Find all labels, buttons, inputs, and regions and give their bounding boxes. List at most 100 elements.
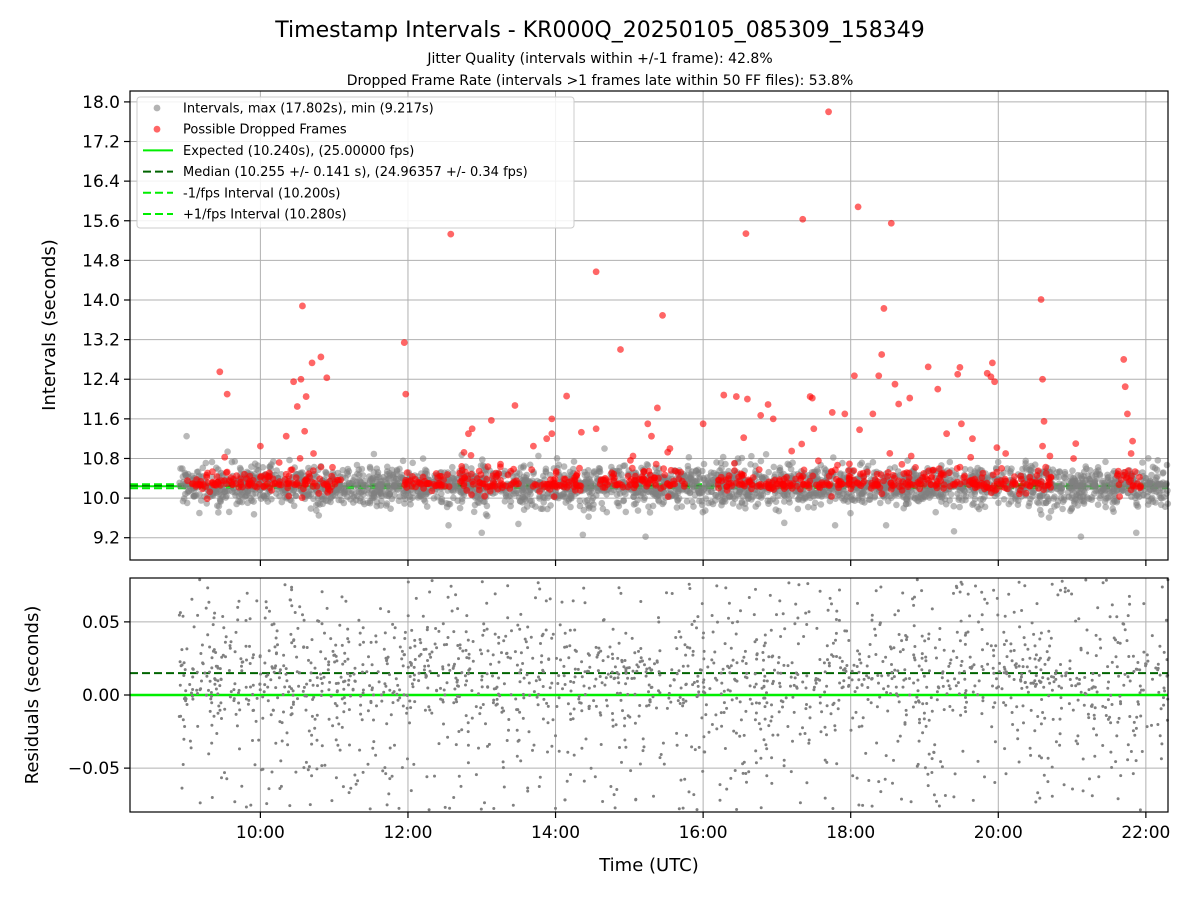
interval-point: [179, 497, 187, 505]
residual-point: [753, 685, 756, 689]
residual-point: [247, 698, 251, 702]
interval-point: [407, 501, 414, 508]
interval-point: [950, 527, 958, 535]
residual-point: [754, 682, 758, 686]
residual-point: [753, 718, 757, 722]
residual-point: [1070, 684, 1074, 688]
residual-point: [712, 661, 716, 665]
residual-point: [925, 685, 929, 689]
residual-point: [551, 632, 555, 636]
residual-point: [1038, 637, 1042, 641]
interval-point: [970, 500, 977, 507]
residual-point: [1095, 690, 1099, 694]
dropped-frame-point: [917, 480, 925, 488]
residual-point: [1110, 703, 1114, 706]
residual-point: [611, 724, 615, 728]
residual-point: [930, 771, 934, 774]
interval-point: [264, 498, 272, 505]
interval-point: [865, 496, 873, 503]
interval-point: [354, 486, 362, 493]
residual-point: [953, 772, 957, 776]
residual-point: [296, 697, 299, 701]
residual-point: [1020, 672, 1024, 676]
residual-point: [282, 653, 286, 657]
interval-point: [1092, 468, 1100, 476]
interval-point: [1104, 471, 1111, 479]
interval-point: [184, 470, 192, 478]
residual-point: [763, 705, 767, 709]
interval-point: [233, 500, 240, 508]
dropped-frame-point: [748, 485, 755, 493]
residual-point: [229, 690, 233, 694]
interval-point: [722, 460, 729, 468]
residual-point: [1084, 692, 1088, 696]
dropped-frame-point: [630, 484, 638, 492]
residual-point: [702, 631, 705, 635]
residual-point: [483, 801, 486, 805]
interval-point: [1094, 487, 1101, 494]
residual-point: [601, 800, 605, 803]
dropped-frame-point: [1046, 452, 1054, 460]
residual-point: [964, 631, 968, 635]
dropped-frame-point: [699, 420, 707, 428]
residual-point: [572, 680, 576, 684]
residual-point: [765, 691, 768, 695]
residual-point: [787, 581, 791, 585]
interval-point: [967, 466, 974, 474]
residual-point: [962, 669, 966, 673]
residual-point: [405, 711, 409, 715]
residual-point: [835, 609, 839, 613]
residual-point: [794, 671, 798, 675]
residual-point: [755, 653, 759, 657]
residual-point: [681, 704, 685, 708]
residual-point: [1074, 739, 1078, 743]
residual-point: [804, 707, 808, 711]
dropped-frame-point: [799, 215, 807, 223]
residual-point: [594, 677, 598, 681]
residual-point: [400, 649, 404, 653]
legend-label: Expected (10.240s), (25.00000 fps): [183, 144, 414, 159]
residual-point: [838, 656, 842, 660]
interval-point: [622, 508, 630, 516]
residual-point: [513, 650, 517, 654]
interval-point: [696, 490, 704, 497]
residual-point: [1104, 578, 1108, 582]
dropped-frame-point: [798, 440, 806, 448]
residual-point: [361, 691, 365, 695]
residual-point: [701, 680, 705, 684]
residual-point: [960, 659, 964, 663]
residual-point: [337, 722, 341, 726]
interval-point: [515, 489, 522, 497]
residual-point: [742, 655, 746, 659]
interval-point: [477, 462, 485, 469]
residual-point: [948, 687, 952, 691]
residual-point: [515, 728, 519, 732]
residual-point: [390, 774, 394, 778]
residual-point: [266, 685, 270, 689]
residual-point: [643, 663, 646, 667]
residual-point: [1009, 649, 1013, 653]
residual-point: [410, 628, 414, 632]
interval-point: [1007, 490, 1015, 498]
dropped-frame-point: [1120, 356, 1128, 363]
residual-point: [188, 683, 192, 686]
residual-point: [234, 712, 238, 716]
residual-point: [624, 631, 628, 635]
residual-point: [428, 669, 432, 673]
residual-point: [783, 627, 787, 631]
interval-point: [443, 503, 451, 511]
residual-point: [219, 678, 223, 681]
dropped-frame-point: [548, 430, 556, 438]
residual-point: [659, 753, 663, 756]
residual-point: [1068, 667, 1072, 671]
residual-point: [1158, 734, 1162, 738]
interval-point: [1051, 493, 1058, 501]
residual-point: [1022, 636, 1026, 640]
residual-point: [993, 781, 997, 784]
residual-point: [457, 657, 460, 661]
residual-point: [952, 591, 955, 595]
residual-point: [283, 583, 287, 587]
residual-point: [877, 780, 881, 784]
residual-point: [454, 593, 458, 597]
